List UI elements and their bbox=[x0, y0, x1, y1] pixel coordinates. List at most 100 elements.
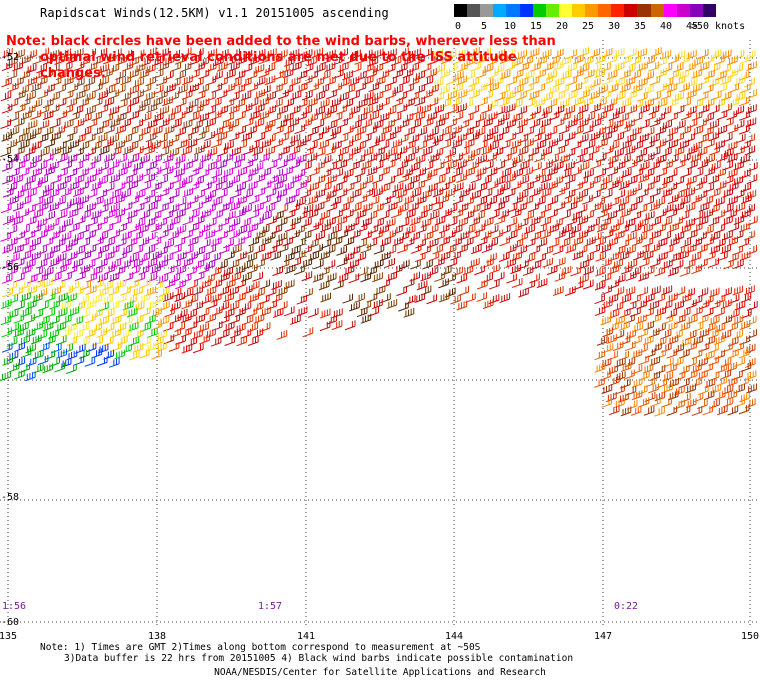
wind-barb bbox=[354, 292, 365, 303]
legend-swatch bbox=[663, 4, 678, 17]
wind-barb bbox=[632, 322, 644, 333]
wind-barb bbox=[144, 231, 156, 242]
wind-barb bbox=[133, 329, 144, 340]
wind-barb bbox=[727, 55, 738, 66]
wind-barb bbox=[686, 145, 698, 156]
wind-barb bbox=[732, 329, 743, 340]
wind-barb bbox=[739, 222, 750, 233]
wind-barb bbox=[254, 132, 266, 143]
wind-barb bbox=[192, 300, 204, 311]
wind-barb bbox=[512, 56, 523, 67]
wind-barb bbox=[403, 83, 414, 94]
wind-barb bbox=[608, 251, 620, 262]
wind-barb bbox=[740, 208, 751, 219]
wind-barb bbox=[306, 140, 318, 151]
wind-barb bbox=[84, 91, 96, 102]
wind-barb bbox=[673, 300, 684, 311]
wind-barb bbox=[296, 69, 308, 80]
wind-barb bbox=[709, 145, 720, 156]
wind-barb bbox=[517, 259, 529, 270]
wind-barb bbox=[42, 363, 53, 374]
wind-barb bbox=[702, 405, 713, 416]
footnote-line-1: Note: 1) Times are GMT 2)Times along bot… bbox=[40, 642, 481, 653]
wind-barb bbox=[582, 55, 594, 66]
wind-barb bbox=[692, 167, 704, 178]
wind-barb bbox=[656, 68, 667, 79]
wind-barb bbox=[596, 335, 608, 346]
wind-barb bbox=[378, 97, 390, 108]
wind-barb bbox=[703, 224, 714, 235]
wind-barb bbox=[536, 55, 548, 66]
wind-barb bbox=[224, 223, 236, 234]
wind-barb bbox=[343, 195, 354, 206]
wind-barb bbox=[672, 62, 684, 73]
wind-barb bbox=[296, 110, 307, 121]
note-line-1: Note: black circles have been added to t… bbox=[6, 34, 556, 49]
wind-barb bbox=[727, 195, 738, 206]
wind-barb bbox=[643, 70, 654, 81]
wind-barb bbox=[355, 82, 367, 92]
wind-barb bbox=[96, 356, 108, 367]
wind-barb bbox=[145, 47, 157, 58]
wind-barb bbox=[192, 161, 204, 172]
wind-barb bbox=[120, 160, 132, 171]
wind-barb bbox=[570, 266, 581, 277]
wind-barb bbox=[284, 222, 296, 233]
wind-barb bbox=[715, 180, 727, 191]
wind-barb bbox=[60, 201, 71, 212]
wind-barb bbox=[336, 245, 347, 256]
wind-barb bbox=[680, 223, 691, 234]
wind-barb bbox=[489, 264, 500, 275]
wind-barb bbox=[620, 98, 632, 109]
wind-barb bbox=[96, 133, 108, 144]
legend-swatch bbox=[637, 4, 651, 17]
wind-barb bbox=[1, 273, 13, 284]
wind-barb bbox=[114, 208, 126, 218]
wind-barb bbox=[48, 63, 60, 74]
wind-barb bbox=[408, 201, 419, 212]
wind-barb bbox=[61, 61, 73, 72]
wind-barb bbox=[349, 301, 360, 312]
wind-barb bbox=[258, 224, 270, 235]
wind-barb bbox=[650, 91, 661, 102]
wind-barb bbox=[55, 196, 66, 207]
wind-barb bbox=[458, 146, 470, 157]
wind-barb bbox=[631, 112, 643, 123]
wind-barb bbox=[643, 405, 655, 416]
wind-barb bbox=[361, 230, 372, 241]
wind-barb bbox=[746, 89, 757, 100]
wind-barb bbox=[745, 117, 757, 128]
wind-barb bbox=[722, 230, 733, 241]
wind-barb bbox=[709, 398, 720, 409]
wind-barb bbox=[49, 299, 60, 310]
wind-barb bbox=[482, 299, 494, 310]
wind-barb bbox=[698, 61, 710, 72]
wind-barb bbox=[613, 61, 625, 72]
wind-barb bbox=[528, 202, 539, 213]
wind-barb bbox=[504, 61, 516, 72]
wind-barb bbox=[614, 189, 625, 200]
wind-barb bbox=[744, 230, 755, 241]
wind-barb bbox=[529, 187, 541, 198]
wind-barb bbox=[602, 327, 613, 338]
wind-barb bbox=[96, 189, 107, 200]
wind-barb bbox=[252, 271, 264, 282]
legend-swatch bbox=[702, 4, 717, 17]
wind-barb bbox=[158, 301, 170, 311]
wind-barb bbox=[595, 251, 607, 262]
wind-barb bbox=[254, 173, 266, 184]
wind-barb bbox=[618, 238, 630, 249]
wind-barb bbox=[44, 350, 56, 361]
wind-barb bbox=[684, 61, 696, 72]
wind-barb bbox=[656, 180, 668, 191]
wind-barb bbox=[0, 119, 11, 129]
wind-barb bbox=[498, 209, 509, 220]
wind-barb bbox=[236, 55, 248, 66]
wind-barb bbox=[733, 49, 745, 60]
wind-barb bbox=[426, 294, 437, 305]
wind-barb bbox=[698, 342, 710, 353]
wind-barb bbox=[205, 62, 217, 73]
wind-barb bbox=[288, 48, 300, 59]
wind-barb bbox=[456, 103, 467, 114]
legend-label: >50 knots bbox=[690, 21, 746, 32]
